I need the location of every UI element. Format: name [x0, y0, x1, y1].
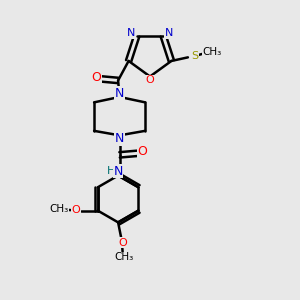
Text: N: N — [127, 28, 136, 38]
Text: S: S — [191, 51, 198, 61]
Text: O: O — [72, 205, 80, 215]
Text: CH₃: CH₃ — [202, 47, 221, 57]
Text: N: N — [113, 165, 123, 178]
Text: CH₃: CH₃ — [114, 252, 134, 262]
Text: O: O — [146, 75, 154, 85]
Text: O: O — [137, 146, 147, 158]
Text: N: N — [115, 133, 124, 146]
Text: CH₃: CH₃ — [50, 204, 69, 214]
Text: N: N — [164, 28, 173, 38]
Text: O: O — [118, 238, 127, 248]
Text: O: O — [91, 71, 101, 84]
Text: N: N — [115, 87, 124, 100]
Text: H: H — [106, 166, 115, 176]
